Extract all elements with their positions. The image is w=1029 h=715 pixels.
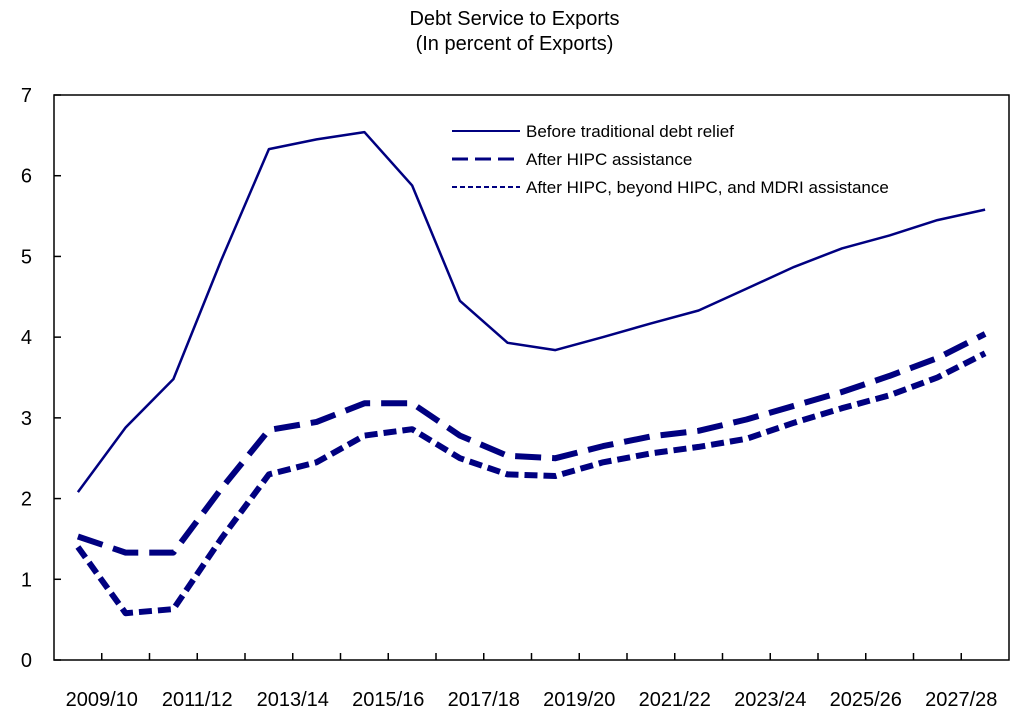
y-tick-label: 3 xyxy=(21,408,32,430)
y-tick-label: 1 xyxy=(21,569,32,591)
y-axis: 0 1 2 3 4 5 6 7 xyxy=(21,85,61,672)
x-tick-label: 2017/18 xyxy=(448,689,520,711)
y-tick-label: 0 xyxy=(21,650,32,672)
x-tick-label: 2013/14 xyxy=(257,689,329,711)
x-tick-label: 2027/28 xyxy=(925,689,997,711)
y-tick-label: 4 xyxy=(21,327,32,349)
chart-subtitle: (In percent of Exports) xyxy=(415,33,614,55)
y-tick-label: 2 xyxy=(21,489,32,511)
x-tick-label: 2011/12 xyxy=(162,689,233,711)
x-tick-label: 2015/16 xyxy=(352,689,424,711)
series-line-1 xyxy=(76,130,986,493)
x-tick-label: 2025/26 xyxy=(830,689,902,711)
y-tick-label: 7 xyxy=(21,85,32,107)
x-tick-label: 2019/20 xyxy=(543,689,615,711)
x-tick-label: 2009/10 xyxy=(66,689,138,711)
legend-label-1: Before traditional debt relief xyxy=(526,122,734,141)
legend: Before traditional debt relief After HIPC… xyxy=(452,122,889,197)
x-tick-label: 2023/24 xyxy=(734,689,806,711)
chart-title: Debt Service to Exports xyxy=(409,8,620,30)
series-group xyxy=(75,130,987,617)
legend-label-3: After HIPC, beyond HIPC, and MDRI assist… xyxy=(526,178,889,197)
series-line-3 xyxy=(75,350,987,617)
y-tick-label: 5 xyxy=(21,246,32,268)
x-tick-label: 2021/22 xyxy=(639,689,711,711)
series-line-2 xyxy=(76,331,987,556)
y-tick-label: 6 xyxy=(21,166,32,188)
x-axis: 2009/10 2011/12 2013/14 2015/16 2017/18 2019/… xyxy=(66,653,997,711)
legend-label-2: After HIPC assistance xyxy=(526,150,692,169)
